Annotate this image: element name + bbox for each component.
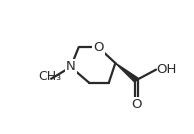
- Text: O: O: [93, 41, 104, 54]
- Text: N: N: [66, 60, 76, 74]
- Text: O: O: [131, 98, 142, 111]
- Polygon shape: [115, 63, 138, 82]
- Text: OH: OH: [157, 63, 177, 76]
- Text: CH₃: CH₃: [38, 70, 61, 83]
